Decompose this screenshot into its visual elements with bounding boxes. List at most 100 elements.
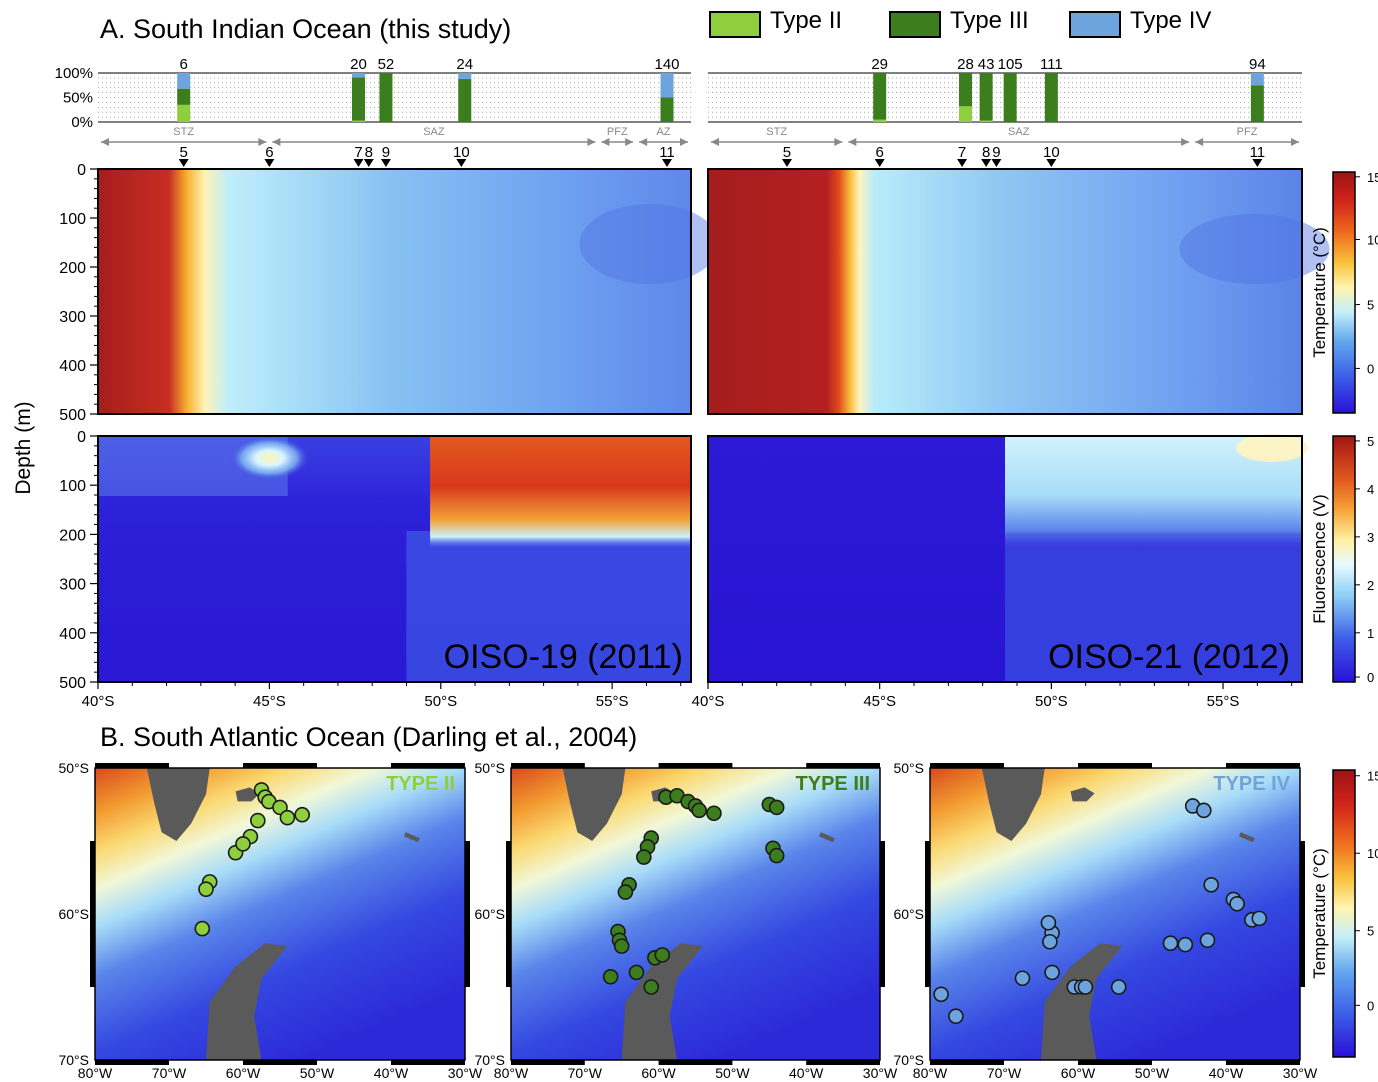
oiso19-fluorescence-bloom	[430, 436, 691, 548]
latitude-tick: 45°S	[863, 693, 896, 710]
front-arrowhead	[848, 138, 857, 146]
bar-segment-type-iii	[1003, 73, 1017, 122]
station-point	[1042, 933, 1058, 950]
station-point	[617, 884, 634, 900]
map-temperature-field	[930, 768, 1300, 1060]
bar-count-label: 140	[654, 56, 679, 73]
latitude-tick: 40°S	[692, 693, 725, 710]
depth-tick: 200	[59, 527, 86, 544]
map-latitude-tick: 60°S	[58, 906, 89, 922]
map-border-segment	[511, 763, 585, 768]
south-america-landmass	[981, 768, 1045, 841]
station-marker	[781, 159, 792, 167]
station-marker	[363, 159, 374, 167]
map-latitude-tick: 60°S	[893, 906, 924, 922]
oiso19-fluorescence-deep	[406, 531, 691, 682]
front-arrowhead	[711, 138, 719, 146]
colorbar-tick: 5	[1367, 298, 1374, 313]
hydrographic-sections: OISO-19 (2011) OISO-21 (2012)	[97, 168, 1330, 683]
station-point	[643, 979, 660, 995]
panel-b-title: B. South Atlantic Ocean (Darling et al.,…	[100, 722, 637, 752]
map-border-segment	[90, 841, 95, 987]
bar-segment-type-iii	[979, 73, 993, 121]
colorbar-tick: 2	[1367, 578, 1374, 593]
station-point	[654, 947, 671, 963]
map-3: TYPE IV 50°S 60°S 70°S80°W 70°W 60°W 50°W 40°W 3…	[893, 760, 1317, 1081]
station-point	[636, 849, 652, 865]
front-arrowhead	[1195, 138, 1204, 146]
station-label: 8	[982, 144, 990, 161]
panel-a-axes: 100% 50% 0% 0 100 200 300 400 500 0 100 200 300 400 50…	[55, 65, 1293, 710]
map-border-segment	[806, 763, 880, 768]
latitude-tick: 50°S	[1035, 693, 1068, 710]
oiso21-cold-core	[1179, 214, 1330, 284]
legend-swatch-1	[709, 11, 761, 38]
colorbar-label: Temperature (°C)	[1310, 227, 1329, 358]
map-latitude-tick: 50°S	[58, 760, 89, 776]
latitude-tick: 55°S	[596, 693, 629, 710]
station-point	[294, 806, 311, 823]
bar-segment-type-iii	[177, 88, 191, 105]
station-label: 11	[659, 144, 675, 161]
station-point	[1177, 936, 1194, 953]
front-arrowhead	[587, 138, 596, 146]
map-latitude-tick: 60°S	[474, 906, 505, 922]
oiso19-cold-core	[579, 204, 720, 284]
map-border-segment	[391, 763, 465, 768]
station-marker	[991, 159, 1002, 167]
colorbar-tick: 3	[1367, 530, 1374, 545]
bar-segment-type-iii	[660, 97, 674, 122]
falkland-islands	[235, 787, 260, 802]
station-point	[1077, 979, 1094, 995]
depth-tick: 500	[59, 675, 86, 692]
station-marker	[981, 159, 992, 167]
map-longitude-tick: 30°W	[448, 1065, 483, 1081]
front-arrowhead	[1181, 138, 1190, 146]
station-marker	[178, 159, 189, 167]
station-marker	[874, 159, 885, 167]
map-type-label: TYPE III	[796, 773, 870, 795]
station-marker	[957, 159, 968, 167]
colorbar-ramp	[1332, 435, 1356, 683]
station-marker	[264, 159, 275, 167]
station-label: 11	[1250, 144, 1266, 161]
south-georgia	[403, 832, 420, 843]
bar-segment-type-ii	[177, 104, 191, 122]
station-label: 10	[1043, 144, 1060, 161]
map-border-segment	[658, 763, 733, 768]
map-longitude-tick: 60°W	[641, 1065, 676, 1081]
map-longitude-tick: 60°W	[1061, 1065, 1096, 1081]
oiso19-temperature-surface	[98, 169, 691, 414]
map-border-segment	[511, 1060, 585, 1065]
station-point	[628, 964, 645, 981]
map-longitude-tick: 40°W	[789, 1065, 824, 1081]
bar-segment-type-iii	[1044, 73, 1058, 122]
station-point	[235, 836, 251, 852]
map-border-segment	[1226, 763, 1300, 768]
antarctic-peninsula	[621, 943, 703, 1060]
colorbar-tick: 0	[1367, 998, 1374, 1013]
depth-tick: 100	[59, 211, 86, 228]
genotype-legend: Type II Type III Type IV	[709, 7, 1211, 38]
bar-segment-type-iv	[177, 73, 191, 89]
front-label: PFZ	[607, 126, 628, 138]
latitude-tick: 50°S	[424, 693, 457, 710]
station-point	[249, 812, 266, 829]
station-label: 9	[992, 144, 1000, 161]
oiso21-fluorescence-frame	[707, 435, 1303, 683]
bar-count-label: 28	[957, 56, 974, 73]
map-border-segment	[243, 1060, 317, 1065]
bar-count-label: 52	[378, 56, 395, 73]
station-marker	[456, 159, 467, 167]
station-point	[768, 799, 785, 816]
oiso21-cruise-label: OISO-21 (2012)	[1048, 638, 1290, 676]
map-type-label: TYPE II	[386, 773, 455, 795]
map-longitude-tick: 50°W	[1135, 1065, 1170, 1081]
oiso21-temperature-frame	[707, 168, 1303, 415]
station-point	[706, 805, 722, 822]
legend-label-3: Type IV	[1130, 7, 1211, 34]
legend-label-1: Type II	[770, 7, 842, 34]
bar-segment-type-iv	[1250, 73, 1264, 86]
front-label: AZ	[657, 126, 671, 138]
